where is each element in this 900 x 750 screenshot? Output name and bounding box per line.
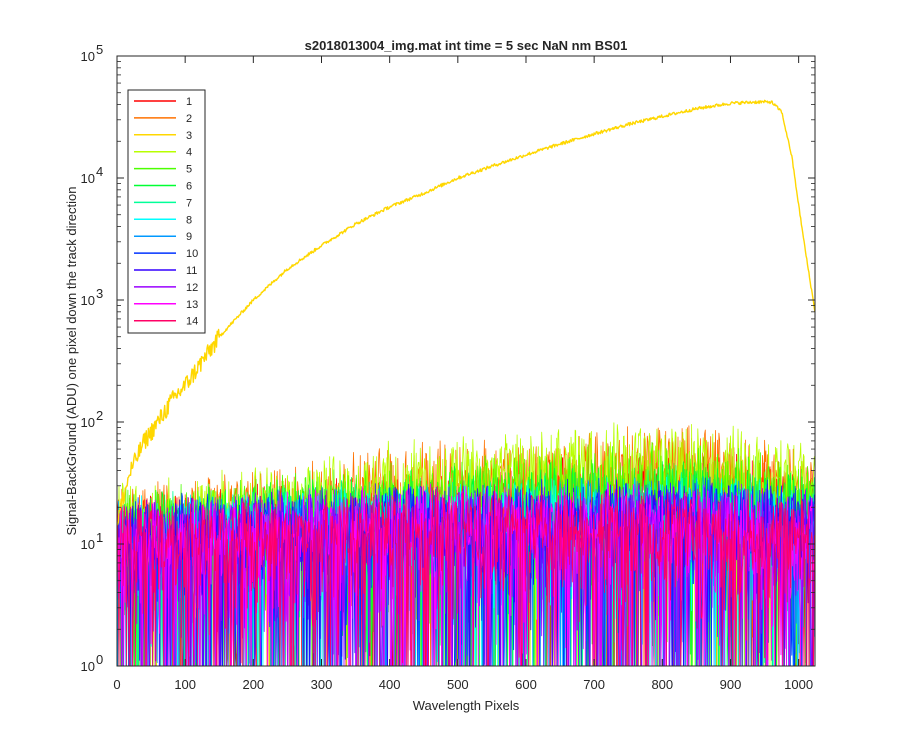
legend-item-14: 14	[134, 316, 198, 328]
x-axis-label: Wavelength Pixels	[413, 698, 520, 713]
legend-item-13: 13	[134, 299, 198, 311]
legend-item-4: 4	[134, 147, 192, 159]
x-tick-label: 200	[242, 677, 264, 692]
y-tick-exponent: 3	[96, 286, 103, 301]
x-tick-label: 300	[311, 677, 333, 692]
legend-label: 1	[186, 96, 192, 108]
y-tick-exponent: 1	[96, 530, 103, 545]
series-line-3	[117, 99, 815, 526]
x-tick-label: 0	[113, 677, 120, 692]
y-tick-exponent: 5	[96, 42, 103, 57]
legend-label: 12	[186, 282, 198, 294]
legend-item-6: 6	[134, 181, 192, 193]
x-tick-label: 1000	[784, 677, 813, 692]
x-axis-ticks: 0 100 200 300 400 500 600 700 800 900 1000	[113, 56, 813, 692]
y-tick-exponent: 4	[96, 164, 103, 179]
legend-item-3: 3	[134, 130, 192, 142]
legend-label: 10	[186, 248, 198, 260]
legend-item-7: 7	[134, 197, 192, 209]
legend-item-11: 11	[134, 265, 197, 277]
legend-label: 13	[186, 299, 198, 311]
legend-item-9: 9	[134, 231, 192, 243]
legend-item-5: 5	[134, 164, 192, 176]
chart-title: s2018013004_img.mat int time = 5 sec NaN…	[305, 38, 628, 53]
x-tick-label: 100	[174, 677, 196, 692]
y-tick-label: 10	[81, 659, 95, 674]
legend-label: 3	[186, 130, 192, 142]
y-tick-label: 10	[81, 171, 95, 186]
legend-label: 7	[186, 197, 192, 209]
legend-label: 2	[186, 113, 192, 125]
legend-label: 4	[186, 147, 192, 159]
legend-label: 14	[186, 316, 198, 328]
y-axis-label: Signal-BackGround (ADU) one pixel down t…	[64, 186, 79, 535]
legend-item-8: 8	[134, 214, 192, 226]
y-tick-label: 10	[81, 293, 95, 308]
legend-box	[127, 89, 206, 334]
y-tick-label: 10	[81, 537, 95, 552]
legend-label: 8	[186, 214, 192, 226]
x-tick-label: 500	[447, 677, 469, 692]
legend-label: 11	[186, 265, 197, 277]
legend-item-2: 2	[134, 113, 192, 125]
x-tick-label: 700	[583, 677, 605, 692]
legend-label: 6	[186, 181, 192, 193]
y-tick-exponent: 0	[96, 652, 103, 667]
legend-item-10: 10	[134, 248, 198, 260]
y-tick-exponent: 2	[96, 408, 103, 423]
y-tick-label: 10	[81, 49, 95, 64]
legend-item-1: 1	[134, 96, 192, 108]
x-tick-label: 600	[515, 677, 537, 692]
legend-label: 9	[186, 231, 192, 243]
legend-label: 5	[186, 164, 192, 176]
x-tick-label: 900	[720, 677, 742, 692]
series-line-14	[117, 484, 815, 666]
plot-frame	[116, 55, 816, 667]
x-tick-label: 800	[651, 677, 673, 692]
x-tick-label: 400	[379, 677, 401, 692]
series-layer	[117, 99, 815, 666]
y-tick-label: 10	[81, 415, 95, 430]
legend-item-12: 12	[134, 282, 198, 294]
